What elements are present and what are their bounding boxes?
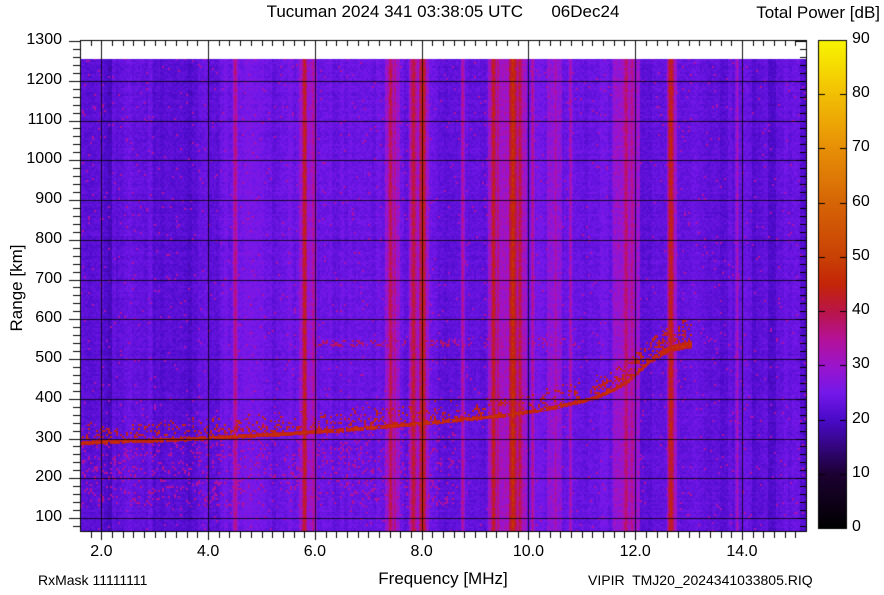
y-tick-label: 1100	[27, 110, 62, 128]
y-tick-label: 1300	[26, 31, 62, 48]
x-tick-label: 12.0	[619, 543, 651, 560]
x-tick-label: 8.0	[410, 543, 433, 560]
colorbar-tick-label: 80	[852, 84, 870, 102]
colorbar-tick-label: 40	[852, 301, 870, 319]
y-tick-label: 800	[35, 229, 62, 247]
x-axis-label: Frequency [MHz]	[378, 569, 508, 588]
colorbar-tick-label: 50	[852, 246, 870, 264]
colorbar-tick-label: 90	[852, 30, 870, 47]
x-tick-label: 14.0	[726, 543, 758, 560]
colorbar-tick-label: 30	[852, 355, 870, 373]
y-tick-label: 600	[35, 309, 62, 327]
y-tick-label: 1200	[26, 70, 62, 88]
plot-title: Tucuman 2024 341 03:38:05 UTC 06Dec24	[266, 2, 620, 21]
y-tick-label: 200	[35, 468, 62, 486]
y-tick-label: 1000	[26, 150, 62, 168]
colorbar-title: Total Power [dB]	[756, 3, 880, 22]
y-tick-label: 300	[35, 428, 62, 446]
x-tick-label: 10.0	[512, 543, 544, 560]
x-tick-label: 4.0	[196, 543, 220, 560]
x-tick-label: 2.0	[90, 543, 113, 560]
colorbar-tick-label: 60	[852, 192, 870, 210]
y-tick-label: 700	[35, 269, 62, 287]
colorbar-tick-label: 0	[852, 518, 861, 535]
y-tick-label: 500	[35, 349, 62, 366]
data-file-label: VIPIR TMJ20_2024341033805.RIQ	[588, 572, 813, 588]
colorbar-tick-label: 70	[852, 138, 870, 156]
rx-mask-label: RxMask 11111111	[38, 572, 148, 588]
colorbar-tick-label: 20	[852, 409, 870, 427]
y-tick-label: 100	[35, 508, 62, 525]
colorbar-tick-label: 10	[852, 463, 870, 481]
y-tick-label: 400	[35, 388, 62, 406]
x-tick-label: 6.0	[303, 543, 326, 560]
y-tick-label: 900	[35, 190, 62, 207]
